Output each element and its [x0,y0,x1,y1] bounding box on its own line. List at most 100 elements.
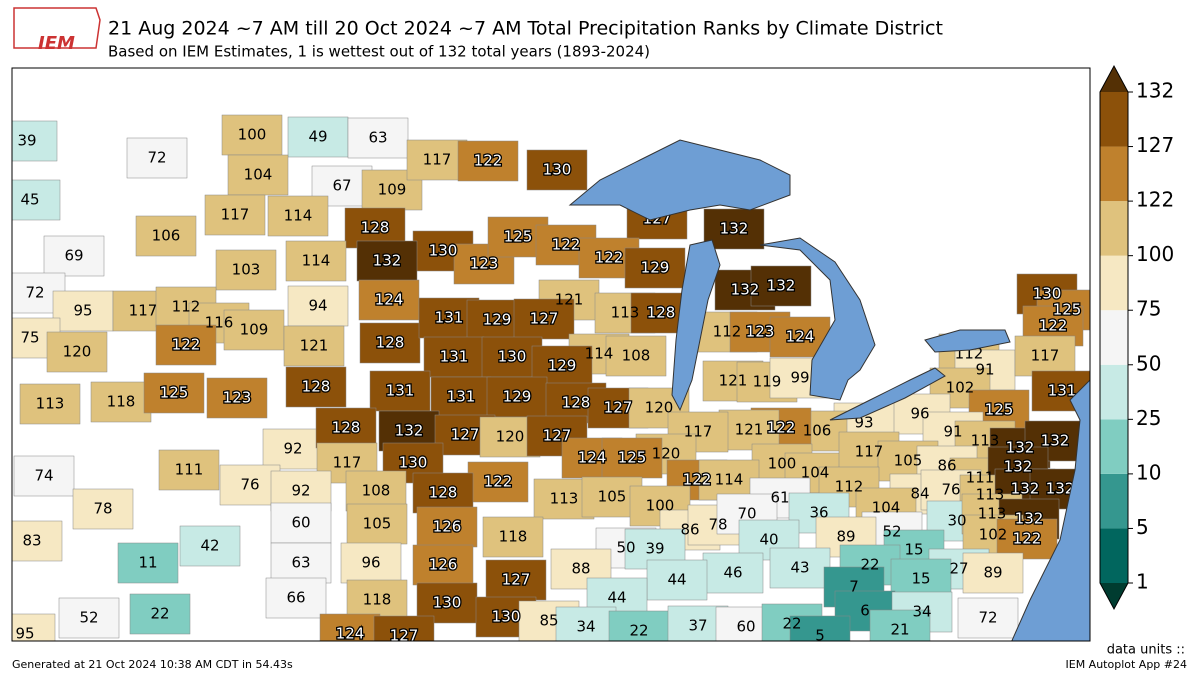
subtitle: Based on IEM Estimates, 1 is wettest out… [108,43,650,61]
district [359,322,421,364]
district [12,613,56,641]
district-label: 113 [611,304,640,322]
district [486,376,548,418]
district [315,407,377,449]
district-label: 44 [607,589,626,607]
map-frame [11,67,1091,642]
district [52,290,114,332]
district-label: 34 [576,618,595,636]
district-label: 114 [715,471,744,489]
district [135,215,197,257]
district [340,542,402,584]
district-label: 128 [562,394,591,412]
district-label: 121 [300,337,329,355]
district [265,577,327,619]
district [12,120,58,162]
district-label: 120 [652,445,681,463]
district [605,335,667,377]
district-label: 92 [291,482,310,500]
district-label: 83 [22,532,41,550]
lake-superior [568,139,791,221]
district-label: 122 [1013,530,1042,548]
district-label: 120 [63,343,92,361]
district-label: 127 [530,310,559,328]
district-label: 128 [361,219,390,237]
district [624,247,686,289]
district-label: 118 [107,393,136,411]
district-label: 70 [737,505,756,523]
district [513,298,575,340]
district [718,409,780,451]
colorbar-over [1100,66,1128,92]
district-label: 125 [1053,301,1082,319]
district [72,488,134,530]
district-label: 131 [1048,382,1077,400]
colorbar-tick-label: 50 [1136,351,1161,375]
district [412,472,474,514]
district-label: 122 [552,236,581,254]
district-label: 96 [361,554,380,572]
district [550,548,612,590]
district [126,137,188,179]
district-label: 122 [484,473,513,491]
district-label: 118 [363,591,392,609]
district-label: 108 [362,482,391,500]
colorbar-tick-label: 5 [1136,515,1149,539]
district-label: 126 [433,518,462,536]
district-label: 130 [543,161,572,179]
district-label: 132 [720,220,749,238]
district [601,437,663,479]
district-label: 131 [447,388,476,406]
district-label: 34 [912,603,931,621]
district-label: 118 [499,528,528,546]
district-label: 75 [20,329,39,347]
district-label: 27 [949,560,968,578]
district-label: 131 [440,348,469,366]
district-label: 130 [399,454,428,472]
district-label: 117 [129,302,158,320]
district-label: 88 [571,560,590,578]
district [957,597,1019,639]
logo-outline [13,7,101,49]
district [346,579,408,621]
district-label: 125 [985,401,1014,419]
district-label: 92 [283,440,302,458]
district-label: 6 [860,602,870,620]
district-label: 109 [240,321,269,339]
district-label: 124 [336,625,365,643]
district-label: 127 [390,627,419,645]
district-label: 117 [423,151,452,169]
district [373,615,435,641]
district-label: 52 [882,523,901,541]
district-label: 95 [73,302,92,320]
district [12,520,63,562]
district-label: 15 [904,541,923,559]
district [555,606,617,641]
district-label: 39 [17,132,36,150]
colorbar-bin [1100,255,1128,311]
district-label: 122 [595,249,624,267]
district-label: 106 [152,227,181,245]
colorbar-tick-label: 132 [1136,79,1174,103]
district-label: 100 [646,497,675,515]
district [285,240,347,282]
district-label: 105 [894,452,923,470]
colorbar-bin [1100,146,1128,202]
district-label: 127 [604,399,633,417]
district [204,194,266,236]
district-label: 50 [616,539,635,557]
colorbar-tick-label: 100 [1136,242,1174,266]
district-label: 130 [1033,285,1062,303]
district [179,525,241,567]
colorbar-under [1100,583,1128,609]
district-label: 112 [713,323,742,341]
district-label: 74 [34,467,53,485]
colorbar-bin [1100,473,1128,529]
district [703,208,765,250]
district-label: 22 [782,615,801,633]
lake-ontario [924,329,1011,353]
district-label: 91 [975,361,994,379]
district-label: 131 [386,382,415,400]
colorbar-tick-label: 75 [1136,297,1161,321]
district-label: 129 [483,311,512,329]
